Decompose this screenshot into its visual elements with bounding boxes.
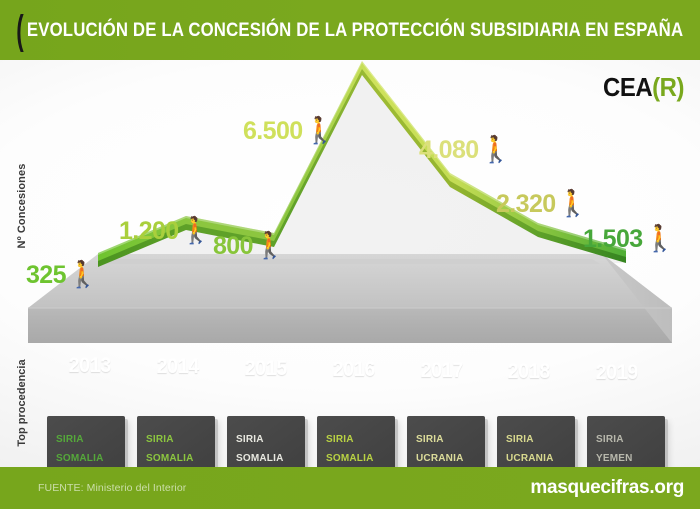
footer-bar: FUENTE: Ministerio del Interior masqueci… [0, 467, 700, 509]
year-label: 2013 [68, 354, 112, 377]
year-label: 2017 [420, 359, 464, 382]
value-label: 800 🚶 [213, 230, 286, 260]
origin-item: SOMALIA [326, 453, 374, 464]
pedestrian-icon: 🚶 [479, 134, 512, 164]
origin-card: SIRIA UCRANIA PALESTINA [497, 416, 575, 467]
year-label: 2019 [595, 361, 639, 384]
origin-card: SIRIA SOMALIA PALESTINA [137, 416, 215, 467]
value-label-text: 800 [213, 231, 254, 260]
origin-item: SIRIA [236, 434, 264, 445]
pedestrian-icon: 🚶 [253, 230, 286, 260]
year-label: 2016 [332, 358, 376, 381]
origin-item: SOMALIA [56, 453, 104, 464]
origin-item: SIRIA [596, 434, 624, 445]
year-label: 2014 [156, 355, 200, 378]
pedestrian-icon: 🚶 [643, 223, 676, 253]
pedestrian-icon: 🚶 [66, 259, 99, 289]
origin-item: SIRIA [56, 434, 84, 445]
page-title: EVOLUCIÓN DE LA CONCESIÓN DE LA PROTECCI… [26, 18, 684, 41]
value-label-text: 6.500 [243, 116, 303, 145]
value-label-text: 4.080 [419, 135, 479, 164]
pedestrian-icon: 🚶 [179, 215, 212, 245]
origin-card: SIRIA SOMALIA PALESTINA [317, 416, 395, 467]
value-label: 325 🚶 [26, 259, 99, 289]
pedestrian-icon: 🚶 [303, 115, 336, 145]
origin-item: SOMALIA [236, 453, 284, 464]
value-label-text: 2.320 [496, 189, 556, 218]
origin-item: SIRIA [326, 434, 354, 445]
year-platform [28, 254, 672, 343]
top-origin-cards: SIRIA SOMALIA AFGANISTÁN SIRIA SOMALIA P… [0, 416, 700, 467]
logo-main-text: CEA [603, 72, 653, 102]
origin-card: SIRIA SOMALIA AFGANISTÁN [227, 416, 305, 467]
cear-logo: CEA(R) [603, 72, 684, 103]
value-label: 1.200 🚶 [119, 215, 212, 245]
pedestrian-icon: 🚶 [556, 188, 589, 218]
origin-item: SIRIA [416, 434, 444, 445]
source-credit: FUENTE: Ministerio del Interior [38, 482, 187, 494]
value-label-text: 1.503 [583, 224, 643, 253]
value-label-text: 1.200 [119, 216, 179, 245]
year-label: 2015 [244, 357, 288, 380]
value-label: 2.320 🚶 [496, 188, 589, 218]
value-label-text: 325 [26, 260, 67, 289]
origin-item: YEMEN [596, 453, 633, 464]
value-label: 4.080 🚶 [419, 134, 512, 164]
origin-item: UCRANIA [416, 453, 464, 464]
origin-item: SIRIA [506, 434, 534, 445]
origin-card: SIRIA YEMEN PALESTINA [587, 416, 665, 467]
line-chart-svg [28, 61, 672, 343]
year-label: 2018 [507, 360, 551, 383]
header-banner: ( EVOLUCIÓN DE LA CONCESIÓN DE LA PROTEC… [0, 0, 700, 60]
origin-card: SIRIA UCRANIA PALESTINA [407, 416, 485, 467]
chart-panel: Nº Concesiones [0, 60, 700, 467]
origin-item: SOMALIA [146, 453, 194, 464]
logo-suffix-text: (R) [652, 72, 684, 102]
value-label: 6.500 🚶 [243, 115, 336, 145]
year-axis: 2013 2014 2015 2016 2017 2018 2019 [0, 312, 700, 404]
bracket-open-icon: ( [16, 6, 24, 53]
origin-item: SIRIA [146, 434, 174, 445]
value-label: 1.503 🚶 [583, 223, 676, 253]
site-url[interactable]: masquecifras.org [530, 477, 684, 498]
origin-item: UCRANIA [506, 453, 554, 464]
origin-card: SIRIA SOMALIA AFGANISTÁN [47, 416, 125, 467]
header-title-group: ( EVOLUCIÓN DE LA CONCESIÓN DE LA PROTEC… [0, 6, 700, 53]
